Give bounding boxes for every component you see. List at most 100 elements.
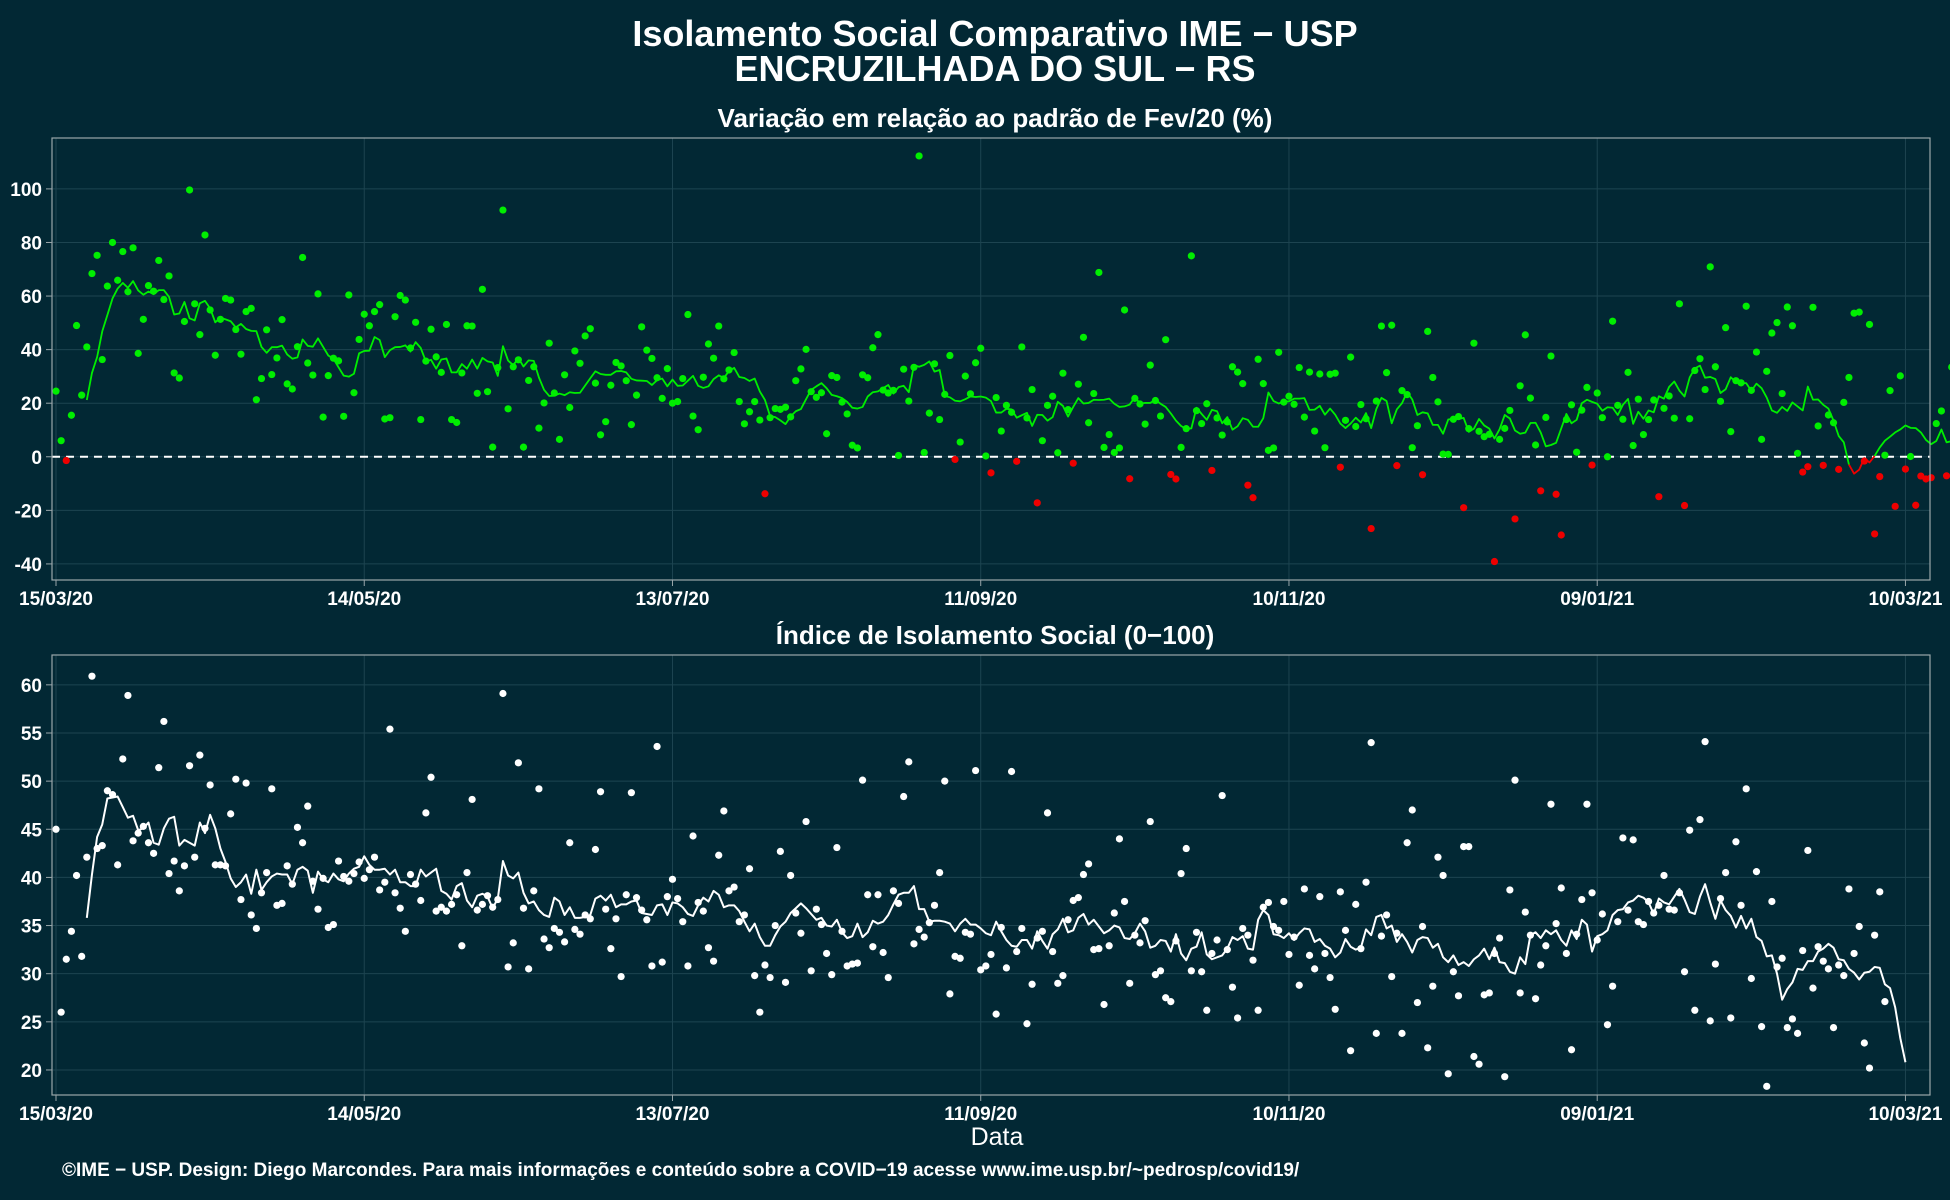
variation-data-point [1038, 437, 1046, 445]
variation-data-point [165, 272, 173, 280]
index-data-point [1809, 984, 1817, 992]
index-data-point [858, 776, 867, 784]
index-data-point [62, 955, 70, 963]
index-data-point [129, 837, 137, 845]
index-data-point [874, 891, 882, 899]
index-data-point [1829, 1024, 1838, 1032]
variation-data-point [658, 394, 666, 402]
variation-data-point [1912, 501, 1920, 509]
variation-data-point [78, 391, 86, 399]
index-data-point [1311, 965, 1319, 973]
index-data-point [1531, 995, 1540, 1003]
index-data-point [1722, 868, 1730, 877]
variation-data-point [966, 390, 975, 398]
index-data-point [1131, 931, 1139, 939]
index-data-point [180, 862, 189, 870]
index-data-point [1742, 785, 1750, 793]
variation-data-point [360, 310, 368, 318]
index-data-point [1454, 992, 1463, 1000]
variation-data-point [1156, 412, 1165, 420]
index-data-point [1362, 878, 1370, 886]
index-data-point [1763, 1082, 1771, 1090]
index-y-tick-label: 60 [21, 676, 42, 697]
variation-data-point [242, 307, 250, 316]
index-data-point [1562, 949, 1570, 958]
index-data-point [1670, 906, 1678, 914]
index-data-point [1706, 1017, 1714, 1025]
index-data-point [571, 925, 579, 934]
index-data-point [227, 810, 235, 818]
index-data-point [1845, 885, 1853, 893]
variation-data-point [591, 379, 600, 387]
index-data-point [1341, 926, 1350, 934]
index-data-point [155, 764, 163, 772]
index-data-point [1624, 906, 1632, 914]
index-data-point [715, 851, 723, 859]
variation-y-tick-label: 60 [21, 287, 42, 308]
variation-data-point [1686, 415, 1694, 423]
index-data-point [293, 823, 302, 831]
variation-data-point [1321, 444, 1329, 452]
variation-data-point [648, 354, 656, 363]
variation-data-point [915, 152, 923, 160]
index-data-point [1018, 924, 1026, 933]
variation-data-point [925, 409, 933, 417]
variation-data-point [473, 389, 481, 397]
variation-data-point [1382, 369, 1391, 377]
index-data-point [1619, 834, 1627, 842]
variation-data-point [453, 418, 461, 427]
variation-data-point [1814, 422, 1822, 430]
index-data-point [905, 758, 913, 766]
variation-data-point [1352, 422, 1360, 431]
index-data-point [602, 905, 610, 913]
variation-data-point [1865, 320, 1874, 329]
index-data-point [298, 839, 307, 847]
index-data-point [1758, 1023, 1766, 1031]
variation-data-point [1937, 407, 1946, 415]
variation-data-point [1583, 383, 1591, 391]
variation-data-point [232, 325, 240, 334]
index-data-point [530, 887, 538, 895]
index-data-point [627, 789, 635, 797]
index-data-point [396, 904, 404, 912]
index-data-point [1187, 967, 1195, 975]
variation-data-point [725, 366, 733, 374]
index-data-point [591, 845, 600, 854]
index-data-point [98, 842, 106, 850]
variation-data-point [900, 365, 908, 373]
variation-data-point [1855, 308, 1863, 316]
variation-data-point [1752, 348, 1761, 356]
index-data-point [1167, 998, 1175, 1006]
variation-data-point [1249, 494, 1257, 502]
variation-data-point [98, 355, 106, 364]
variation-data-point [1074, 380, 1082, 388]
index-data-point [329, 920, 338, 929]
variation-data-point [1501, 424, 1509, 432]
variation-data-point [1593, 389, 1601, 397]
index-data-point [185, 762, 194, 770]
variation-x-tick-label: 11/09/20 [944, 589, 1017, 610]
variation-x-tick-label: 09/01/21 [1560, 589, 1634, 610]
variation-data-point [1177, 443, 1185, 451]
index-data-point [211, 861, 219, 869]
index-data-point [561, 938, 569, 946]
variation-data-point [155, 256, 163, 265]
index-data-point [833, 843, 841, 852]
variation-data-point [843, 410, 851, 418]
index-data-point [535, 785, 543, 793]
index-data-point [1347, 1047, 1355, 1055]
variation-data-point [252, 396, 260, 404]
variation-data-point [1208, 466, 1216, 475]
variation-data-point [124, 288, 132, 296]
variation-data-point [956, 438, 964, 446]
variation-data-point [417, 415, 425, 424]
index-data-point [509, 939, 517, 947]
index-data-point [982, 962, 990, 970]
index-data-point [1100, 1000, 1108, 1009]
index-data-point [853, 959, 862, 967]
variation-data-point [571, 347, 579, 355]
index-data-point [1095, 945, 1103, 953]
index-data-point [401, 927, 409, 935]
index-data-point [910, 940, 918, 948]
index-data-point [1285, 950, 1293, 959]
